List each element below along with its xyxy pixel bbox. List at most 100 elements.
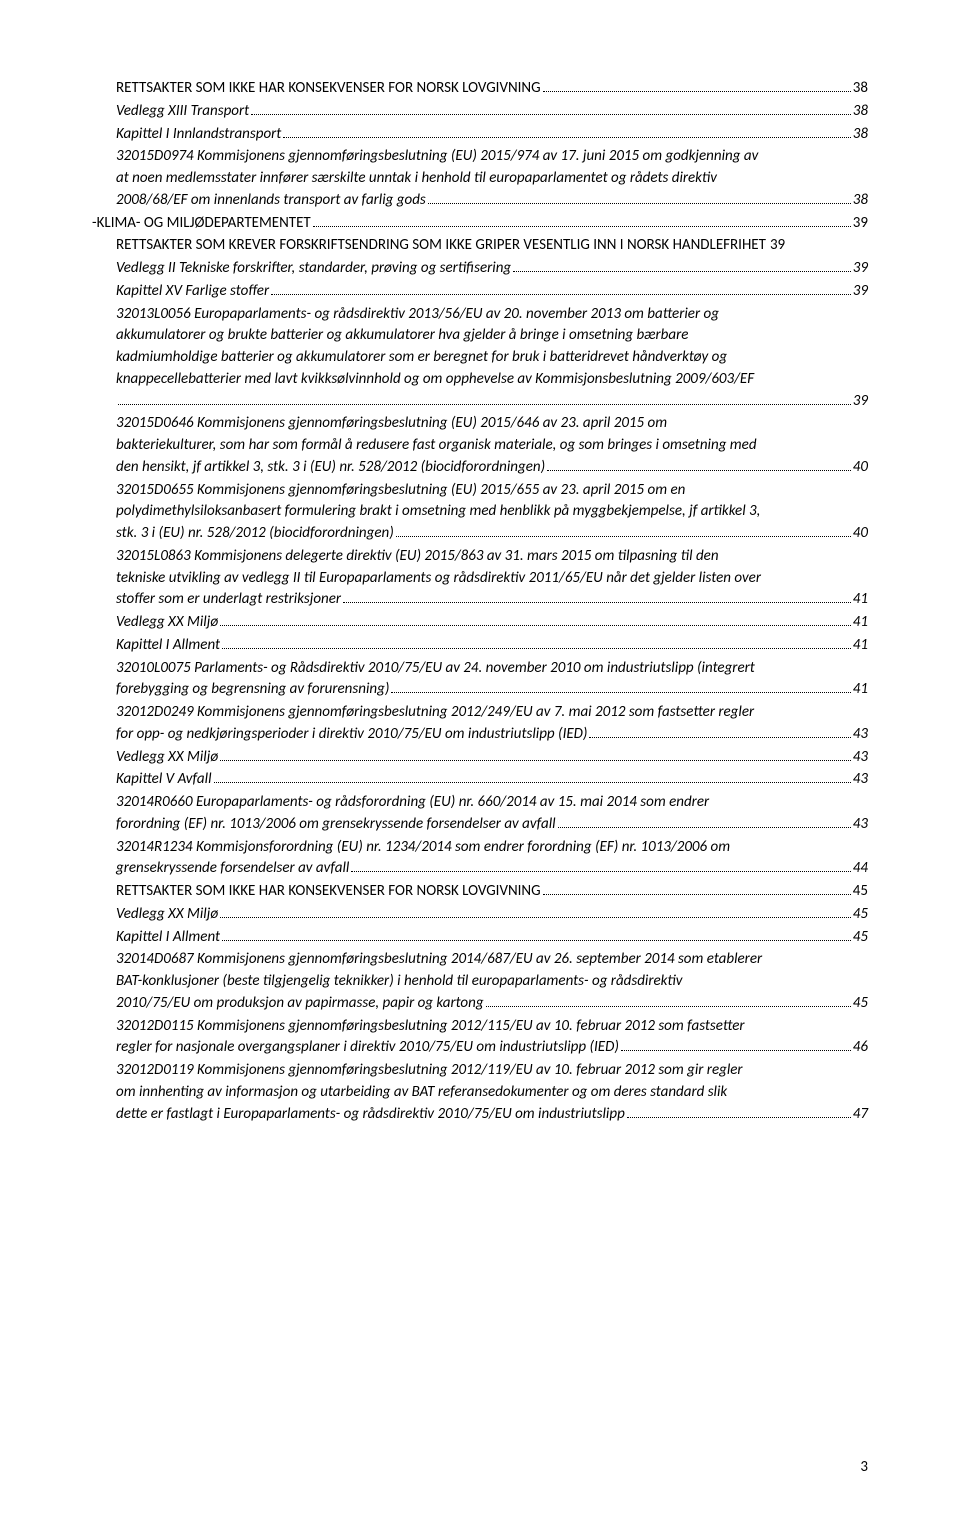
toc-dot-leader <box>543 79 851 93</box>
toc-dot-leader <box>396 524 851 538</box>
toc-page-ref: 38 <box>853 101 868 123</box>
toc-entry: Kapittel I Allment 45 <box>92 927 868 949</box>
toc-entry-lastline: for opp- og nedkjøringsperioder i direkt… <box>116 724 868 746</box>
toc-entry-lastline: Vedlegg XIII Transport 38 <box>116 101 868 123</box>
toc-page-ref: 45 <box>853 927 868 949</box>
toc-entry-lastline: Vedlegg XX Miljø 41 <box>116 612 868 634</box>
toc-dot-leader <box>621 1038 851 1052</box>
toc-page-ref: 45 <box>853 881 868 903</box>
page-number: 3 <box>860 1457 868 1479</box>
toc-dot-leader <box>428 190 851 204</box>
toc-entry: Vedlegg II Tekniske forskrifter, standar… <box>92 258 868 280</box>
toc-entry-text: Kapittel I Innlandstransport <box>116 124 281 146</box>
toc-entry-text: tekniske utvikling av vedlegg II til Eur… <box>116 568 868 590</box>
toc-page-ref: 41 <box>853 679 868 701</box>
toc-page-ref: 45 <box>853 993 868 1015</box>
toc-entry-text: RETTSAKTER SOM IKKE HAR KONSEKVENSER FOR… <box>116 78 541 100</box>
toc-entry-text: 32013L0056 Europaparlaments- og rådsdire… <box>116 304 868 326</box>
toc-entry-text: regler for nasjonale overgangsplaner i d… <box>116 1037 619 1059</box>
toc-entry: Kapittel XV Farlige stoffer 39 <box>92 281 868 303</box>
toc-entry-text: for opp- og nedkjøringsperioder i direkt… <box>116 724 587 746</box>
toc-page-ref: 43 <box>853 814 868 836</box>
toc-entry: 32010L0075 Parlaments- og Rådsdirektiv 2… <box>92 658 868 702</box>
toc-entry-lastline: Vedlegg II Tekniske forskrifter, standar… <box>116 258 868 280</box>
toc-page-ref: 41 <box>853 635 868 657</box>
toc-entry-text: akkumulatorer og brukte batterier og akk… <box>116 325 868 347</box>
toc-entry-text: 32014D0687 Kommisjonens gjennomføringsbe… <box>116 949 868 971</box>
toc-entry-text: 32014R0660 Europaparlaments- og rådsforo… <box>116 792 868 814</box>
toc-page-ref: 47 <box>853 1104 868 1126</box>
toc-entry-lastline: Vedlegg XX Miljø 43 <box>116 747 868 769</box>
toc-entry: Vedlegg XIII Transport 38 <box>92 101 868 123</box>
toc-dot-leader <box>391 680 850 694</box>
toc-dot-leader <box>343 590 851 604</box>
toc-entry-text: BAT-konklusjoner (beste tilgjengelig tek… <box>116 971 868 993</box>
toc-page-ref: 40 <box>853 523 868 545</box>
toc-entry: Vedlegg XX Miljø 41 <box>92 612 868 634</box>
toc-entry-text: om innhenting av informasjon og utarbeid… <box>116 1082 868 1104</box>
toc-entry: RETTSAKTER SOM KREVER FORSKRIFTSENDRING … <box>92 235 868 257</box>
toc-dot-leader <box>513 259 851 273</box>
toc-entry-text: 32014R1234 Kommisjonsforordning (EU) nr.… <box>116 837 868 859</box>
toc-dot-leader <box>214 770 851 784</box>
toc-entry-text: Vedlegg XX Miljø <box>116 904 218 926</box>
toc-page-ref: 39 <box>853 281 868 303</box>
toc-dot-leader <box>220 747 851 761</box>
toc-entry: RETTSAKTER SOM IKKE HAR KONSEKVENSER FOR… <box>92 881 868 903</box>
toc-page-ref: 38 <box>853 78 868 100</box>
toc-page-ref: 38 <box>853 190 868 212</box>
toc-entry: 32015D0655 Kommisjonens gjennomføringsbe… <box>92 480 868 545</box>
toc-dot-leader <box>222 635 851 649</box>
toc-entry-lastline: stoffer som er underlagt restriksjoner 4… <box>116 589 868 611</box>
toc-entry: 32012D0119 Kommisjonens gjennomføringsbe… <box>92 1060 868 1125</box>
toc-page-ref: 39 <box>853 258 868 280</box>
toc-entry: 32014D0687 Kommisjonens gjennomføringsbe… <box>92 949 868 1014</box>
toc-entry-text: 32015D0646 Kommisjonens gjennomføringsbe… <box>116 413 868 435</box>
toc-dot-leader <box>547 457 851 471</box>
toc-page-ref: 39 <box>853 391 868 413</box>
toc-page-ref: 38 <box>853 124 868 146</box>
toc-entry-text: Kapittel V Avfall <box>116 769 212 791</box>
toc-entry-lastline: RETTSAKTER SOM IKKE HAR KONSEKVENSER FOR… <box>116 881 868 903</box>
toc-entry-text: polydimethylsiloksanbasert formulering b… <box>116 501 868 523</box>
toc-entry-text: dette er fastlagt i Europaparlaments- og… <box>116 1104 625 1126</box>
toc-entry-text: stoffer som er underlagt restriksjoner <box>116 589 341 611</box>
toc-entry-text: at noen medlemsstater innfører særskilte… <box>116 168 868 190</box>
table-of-contents: RETTSAKTER SOM IKKE HAR KONSEKVENSER FOR… <box>92 78 868 1125</box>
toc-entry-text: Vedlegg II Tekniske forskrifter, standar… <box>116 258 511 280</box>
toc-entry-lastline: Kapittel I Innlandstransport 38 <box>116 124 868 146</box>
toc-entry-text: 32015L0863 Kommisjonens delegerte direkt… <box>116 546 868 568</box>
toc-entry-text: 32012D0249 Kommisjonens gjennomføringsbe… <box>116 702 868 724</box>
toc-entry-text: stk. 3 i (EU) nr. 528/2012 (biocidforord… <box>116 523 394 545</box>
toc-entry: 32015D0646 Kommisjonens gjennomføringsbe… <box>92 413 868 478</box>
toc-entry-lastline: grensekryssende forsendelser av avfall 4… <box>116 858 868 880</box>
toc-entry: Kapittel I Innlandstransport 38 <box>92 124 868 146</box>
toc-entry-lastline: Kapittel V Avfall 43 <box>116 769 868 791</box>
toc-entry: RETTSAKTER SOM IKKE HAR KONSEKVENSER FOR… <box>92 78 868 100</box>
toc-dot-leader <box>118 391 851 405</box>
toc-page-ref: 39 <box>853 213 868 235</box>
toc-entry: 32012D0249 Kommisjonens gjennomføringsbe… <box>92 702 868 746</box>
toc-entry: 32015L0863 Kommisjonens delegerte direkt… <box>92 546 868 611</box>
toc-entry: Vedlegg XX Miljø 45 <box>92 904 868 926</box>
toc-entry-text: kadmiumholdige batterier og akkumulatore… <box>116 347 868 369</box>
toc-entry-text: Kapittel I Allment <box>116 635 220 657</box>
toc-entry-text: 32012D0115 Kommisjonens gjennomføringsbe… <box>116 1016 868 1038</box>
toc-dot-leader <box>558 814 851 828</box>
toc-entry-lastline: den hensikt, jf artikkel 3, stk. 3 i (EU… <box>116 457 868 479</box>
toc-entry-text: Kapittel XV Farlige stoffer <box>116 281 269 303</box>
toc-entry-text: forebygging og begrensning av forurensni… <box>116 679 389 701</box>
toc-dot-leader <box>543 882 851 896</box>
toc-entry-lastline: 2010/75/EU om produksjon av papirmasse, … <box>116 993 868 1015</box>
toc-entry: Kapittel I Allment 41 <box>92 635 868 657</box>
toc-entry-lastline: -KLIMA- OG MILJØDEPARTEMENTET 39 <box>92 213 868 235</box>
toc-page-ref: 43 <box>853 769 868 791</box>
toc-page-ref: 45 <box>853 904 868 926</box>
toc-dot-leader <box>351 859 850 873</box>
toc-entry-lastline: forordning (EF) nr. 1013/2006 om grensek… <box>116 814 868 836</box>
toc-page-ref: 44 <box>853 858 868 880</box>
toc-entry-text: RETTSAKTER SOM KREVER FORSKRIFTSENDRING … <box>116 235 766 257</box>
toc-page-ref: 41 <box>853 612 868 634</box>
toc-entry-lastline: 2008/68/EF om innenlands transport av fa… <box>116 190 868 212</box>
toc-entry-lastline: dette er fastlagt i Europaparlaments- og… <box>116 1104 868 1126</box>
